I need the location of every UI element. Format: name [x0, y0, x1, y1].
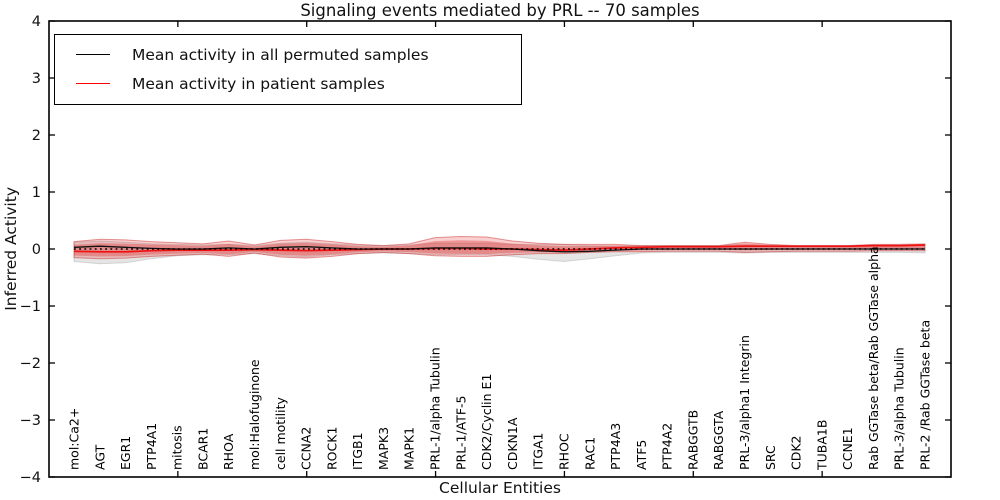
legend: Mean activity in all permuted samples Me… — [54, 34, 522, 105]
legend-label: Mean activity in all permuted samples — [132, 45, 429, 64]
x-tick-label: BCAR1 — [195, 428, 210, 470]
x-tick-label: ATF5 — [634, 440, 649, 470]
x-tick-label: CCNA2 — [299, 427, 314, 470]
x-tick-label: TUBA1B — [814, 420, 829, 471]
y-tick-label: 4 — [32, 14, 41, 30]
x-tick-label: RABGGTA — [711, 410, 726, 470]
x-tick-label: PTP4A3 — [608, 423, 623, 470]
x-tick-label: CDK2/Cyclin E1 — [479, 374, 494, 470]
x-axis-label: Cellular Entities — [439, 479, 561, 497]
legend-entry-patient: Mean activity in patient samples — [55, 69, 521, 98]
x-tick-label: ITGA1 — [531, 432, 546, 470]
permuted-line-swatch — [76, 54, 110, 55]
x-tick-label: ITGB1 — [350, 432, 365, 470]
x-tick-label: ROCK1 — [324, 427, 339, 470]
patient-range-band — [73, 235, 926, 260]
y-tick-label: 1 — [32, 185, 41, 201]
x-tick-label: MAPK3 — [376, 427, 391, 470]
y-axis-label: Inferred Activity — [2, 187, 20, 311]
x-tick-label: PTP4A2 — [660, 423, 675, 470]
x-tick-label: EGR1 — [118, 436, 133, 470]
legend-label: Mean activity in patient samples — [132, 74, 385, 93]
x-tick-label: RHOC — [557, 433, 572, 470]
x-tick-label: PRL-1/ATF-5 — [453, 395, 468, 470]
y-tick-label: −3 — [20, 413, 41, 429]
x-tick-label: cell motility — [273, 396, 288, 470]
x-tick-label: RABGGTB — [685, 410, 700, 470]
chart-title: Signaling events mediated by PRL -- 70 s… — [300, 1, 700, 20]
y-tick-label: 0 — [32, 242, 41, 258]
x-tick-label: CDK2 — [789, 435, 804, 470]
x-tick-label: Rab GGTase beta/Rab GGTase alpha — [866, 246, 881, 470]
y-axis-label-wrap: Inferred Activity — [0, 21, 22, 477]
y-tick-label: −2 — [20, 356, 41, 372]
patient-line-swatch — [76, 83, 110, 84]
x-tick-label: mol:Ca2+ — [67, 408, 82, 470]
x-tick-label: CCNE1 — [840, 427, 855, 470]
x-tick-label: PTP4A1 — [144, 423, 159, 470]
x-tick-label: CDKN1A — [505, 417, 520, 470]
x-tick-label: mitosis — [170, 425, 185, 470]
x-tick-label: PRL-2 /Rab GGTase beta — [918, 320, 933, 470]
y-tick-label: −4 — [20, 470, 41, 486]
y-tick-label: 3 — [32, 71, 41, 87]
x-tick-label: RAC1 — [582, 437, 597, 470]
x-tick-label: mol:Halofuginone — [247, 359, 262, 470]
x-tick-label: PRL-3/alpha1 Integrin — [737, 335, 752, 470]
x-tick-label: AGT — [92, 444, 107, 470]
x-tick-label: PRL-1/alpha Tubulin — [428, 347, 443, 470]
x-tick-label: SRC — [763, 445, 778, 470]
x-tick-label: RHOA — [221, 433, 236, 470]
x-tick-label: MAPK1 — [402, 427, 417, 470]
y-tick-label: 2 — [32, 128, 41, 144]
x-tick-label: PRL-3/alpha Tubulin — [892, 347, 907, 470]
legend-entry-permuted: Mean activity in all permuted samples — [55, 40, 521, 69]
y-tick-label: −1 — [20, 299, 41, 315]
